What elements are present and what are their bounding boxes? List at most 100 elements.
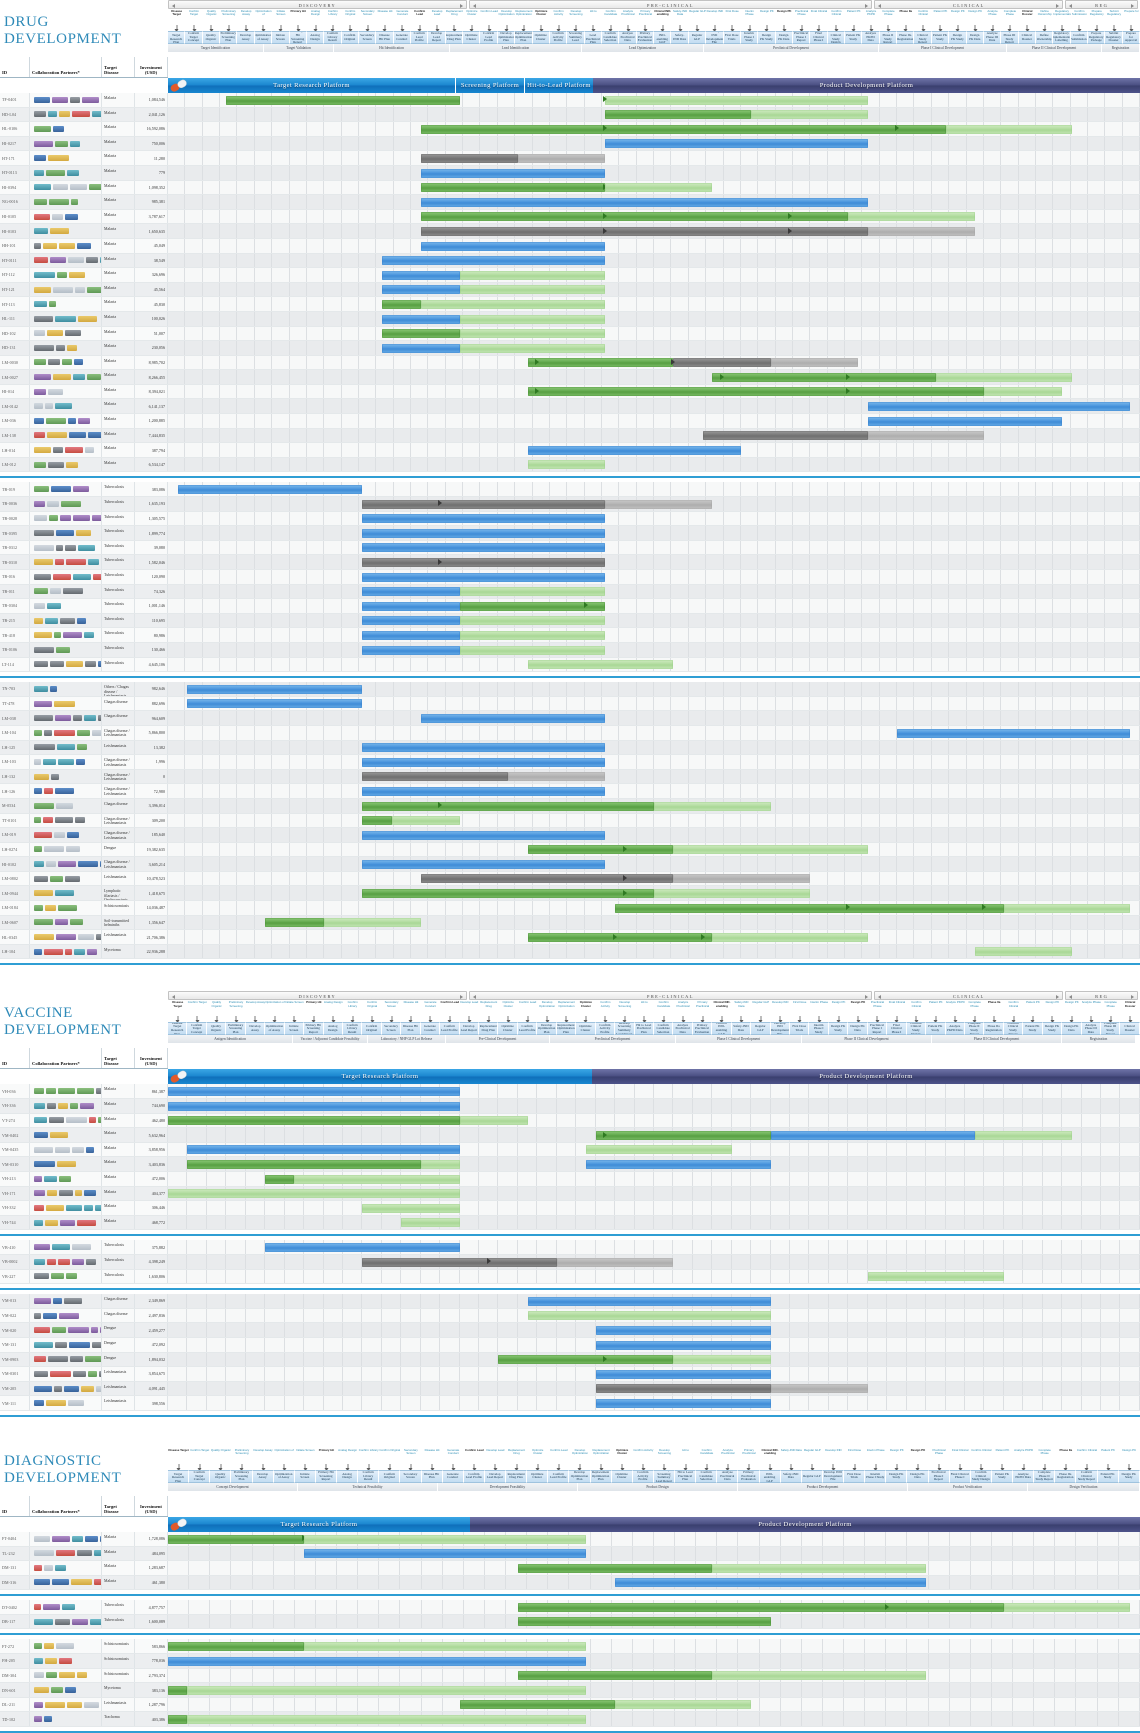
gantt-bar-discontinued[interactable] — [673, 358, 770, 367]
chart-row[interactable] — [168, 570, 1140, 585]
chart-row[interactable] — [168, 1143, 1140, 1158]
gantt-bar-completed[interactable] — [421, 212, 849, 221]
gantt-bar-projected[interactable] — [586, 1145, 732, 1154]
chart-row[interactable] — [168, 341, 1140, 356]
chart-row[interactable] — [168, 312, 1140, 327]
gantt-bar-projected[interactable] — [654, 889, 810, 898]
chart-row[interactable] — [168, 1114, 1140, 1129]
chart-row[interactable] — [168, 137, 1140, 152]
gantt-bar-projected[interactable] — [460, 646, 606, 655]
gantt-bar-completed[interactable] — [168, 1116, 460, 1125]
chart-row[interactable] — [168, 843, 1140, 858]
gantt-bar-completed[interactable] — [382, 329, 460, 338]
chart-row[interactable] — [168, 414, 1140, 429]
gantt-bar-projected[interactable] — [460, 1116, 528, 1125]
gantt-bar-ongoing[interactable] — [382, 315, 460, 324]
chart-row[interactable] — [168, 541, 1140, 556]
gantt-bar-completed[interactable] — [528, 933, 713, 942]
gantt-bar-projected[interactable] — [712, 933, 868, 942]
chart-row[interactable] — [168, 916, 1140, 931]
gantt-bar-projected[interactable] — [975, 947, 1072, 956]
chart-row[interactable] — [168, 497, 1140, 512]
chart-row[interactable] — [168, 268, 1140, 283]
gantt-bar-projected[interactable] — [751, 110, 868, 119]
gantt-bar-ongoing[interactable] — [382, 344, 460, 353]
gantt-bar-completed[interactable] — [362, 802, 654, 811]
gantt-bar-ongoing[interactable] — [382, 256, 606, 265]
gantt-bar-ongoing[interactable] — [362, 758, 605, 767]
gantt-bar-projected[interactable] — [984, 387, 1062, 396]
chart-row[interactable] — [168, 614, 1140, 629]
gantt-bar-ongoing[interactable] — [187, 699, 362, 708]
gantt-bar-completed[interactable] — [712, 373, 936, 382]
chart-row[interactable] — [168, 356, 1140, 371]
chart-row[interactable] — [168, 828, 1140, 843]
chart-row[interactable] — [168, 872, 1140, 887]
chart-row[interactable] — [168, 181, 1140, 196]
gantt-bar-discontinued[interactable] — [362, 558, 605, 567]
gantt-bar-discontinued_light[interactable] — [605, 500, 712, 509]
gantt-bar-discontinued[interactable] — [421, 874, 674, 883]
gantt-bar-projected[interactable] — [392, 816, 460, 825]
gantt-bar-ongoing[interactable] — [421, 714, 606, 723]
chart-row[interactable] — [168, 1128, 1140, 1143]
chart-row[interactable] — [168, 711, 1140, 726]
chart-row[interactable] — [168, 857, 1140, 872]
gantt-bar-projected[interactable] — [528, 660, 674, 669]
gantt-bar-discontinued_light[interactable] — [868, 431, 985, 440]
gantt-bar-ongoing[interactable] — [382, 285, 460, 294]
gantt-bar-ongoing[interactable] — [421, 198, 868, 207]
